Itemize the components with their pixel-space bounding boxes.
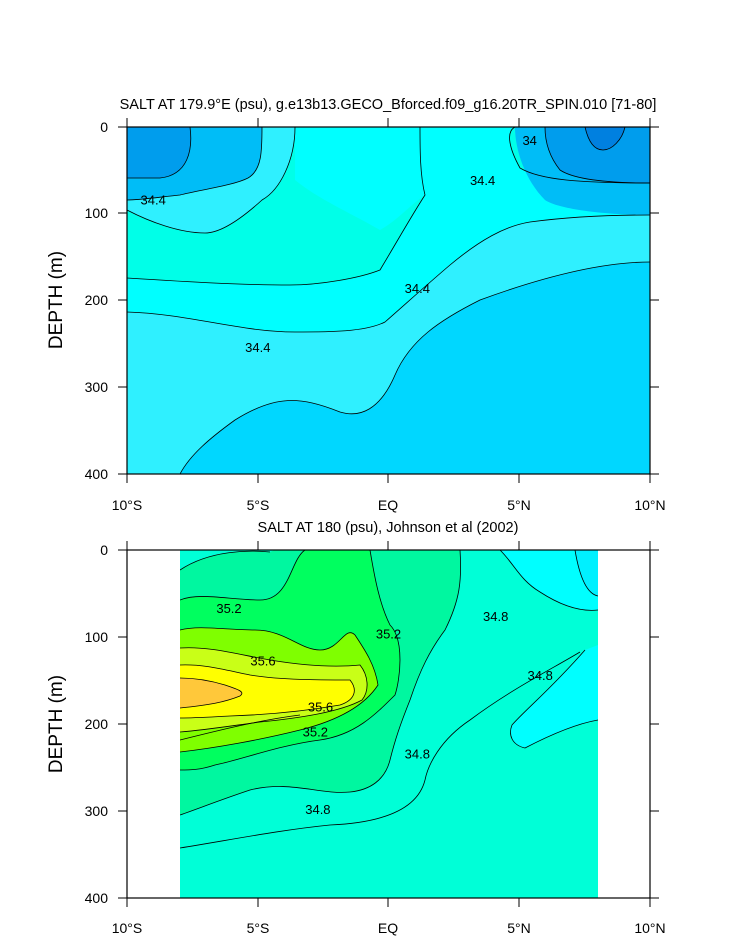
model-x-tick-label: 10°S (112, 497, 143, 513)
model-x-tick-label: EQ (378, 497, 398, 513)
model-y-tick-label: 400 (85, 466, 109, 482)
obs-contour-label: 35.2 (216, 601, 241, 616)
model-y-tick-label: 300 (85, 379, 109, 395)
model-chart-title: SALT AT 179.9°E (psu), g.e13b13.GECO_Bfo… (120, 97, 657, 113)
obs-x-tick-label: EQ (378, 920, 398, 936)
model-panel: SALT AT 179.9°E (psu), g.e13b13.GECO_Bfo… (46, 97, 666, 513)
obs-y-tick-label: 100 (85, 629, 109, 645)
model-fill-band-0 (127, 127, 191, 178)
model-contour-labels: 34.4 34.4 34.4 34.4 34 (141, 133, 537, 355)
model-x-tick-label: 5°N (507, 497, 531, 513)
obs-fill-band-6 (180, 664, 355, 718)
obs-panel: SALT AT 180 (psu), Johnson et al (2002) (46, 520, 666, 936)
model-x-tick-label: 5°S (247, 497, 270, 513)
obs-contour-label: 34.8 (305, 802, 330, 817)
model-fill-band-3b (127, 127, 425, 230)
obs-y-tick-label: 0 (100, 542, 108, 558)
obs-y-axis-label: DEPTH (m) (46, 675, 67, 773)
model-y-axis-label: DEPTH (m) (46, 251, 67, 349)
obs-contour-label: 35.6 (250, 653, 275, 668)
model-y-tick-label: 0 (100, 119, 108, 135)
obs-contour-label: 34.8 (405, 747, 430, 762)
obs-y-tick-label: 400 (85, 890, 109, 906)
obs-fill-east (500, 550, 598, 748)
obs-contour-label: 35.2 (303, 725, 328, 740)
obs-contour-fill (180, 550, 598, 898)
obs-contour-label: 35.2 (376, 626, 401, 641)
obs-y-tick-label: 200 (85, 716, 109, 732)
obs-chart-title: SALT AT 180 (psu), Johnson et al (2002) (258, 520, 519, 536)
model-contour-lines (127, 127, 650, 474)
model-contour-label: 34.4 (245, 340, 270, 355)
model-contour-label: 34 (522, 133, 536, 148)
obs-x-tick-label: 10°N (634, 920, 665, 936)
obs-contour-label: 35.6 (308, 700, 333, 715)
obs-axis-ticks (118, 541, 659, 907)
model-contour-label: 34.4 (470, 173, 495, 188)
obs-contour-label: 34.8 (483, 609, 508, 624)
model-fill-ne-0 (545, 127, 650, 183)
obs-x-tick-label: 5°S (247, 920, 270, 936)
obs-y-tick-label: 300 (85, 803, 109, 819)
model-contour-fill (127, 127, 650, 474)
obs-fill-east-2 (575, 550, 598, 596)
model-x-tick-label: 10°N (634, 497, 665, 513)
model-contour-label: 34.4 (405, 281, 430, 296)
obs-contour-labels: 35.2 35.6 35.6 35.2 35.2 34.8 34.8 34.8 34.8 (216, 601, 553, 817)
model-y-tick-label: 100 (85, 205, 109, 221)
obs-x-tick-label: 10°S (112, 920, 143, 936)
model-y-tick-label: 200 (85, 292, 109, 308)
obs-contour-lines (180, 550, 598, 849)
model-contour-label: 34.4 (141, 193, 166, 208)
model-axis-ticks (118, 118, 659, 483)
obs-x-tick-label: 5°N (507, 920, 531, 936)
obs-contour-label: 34.8 (528, 668, 553, 683)
